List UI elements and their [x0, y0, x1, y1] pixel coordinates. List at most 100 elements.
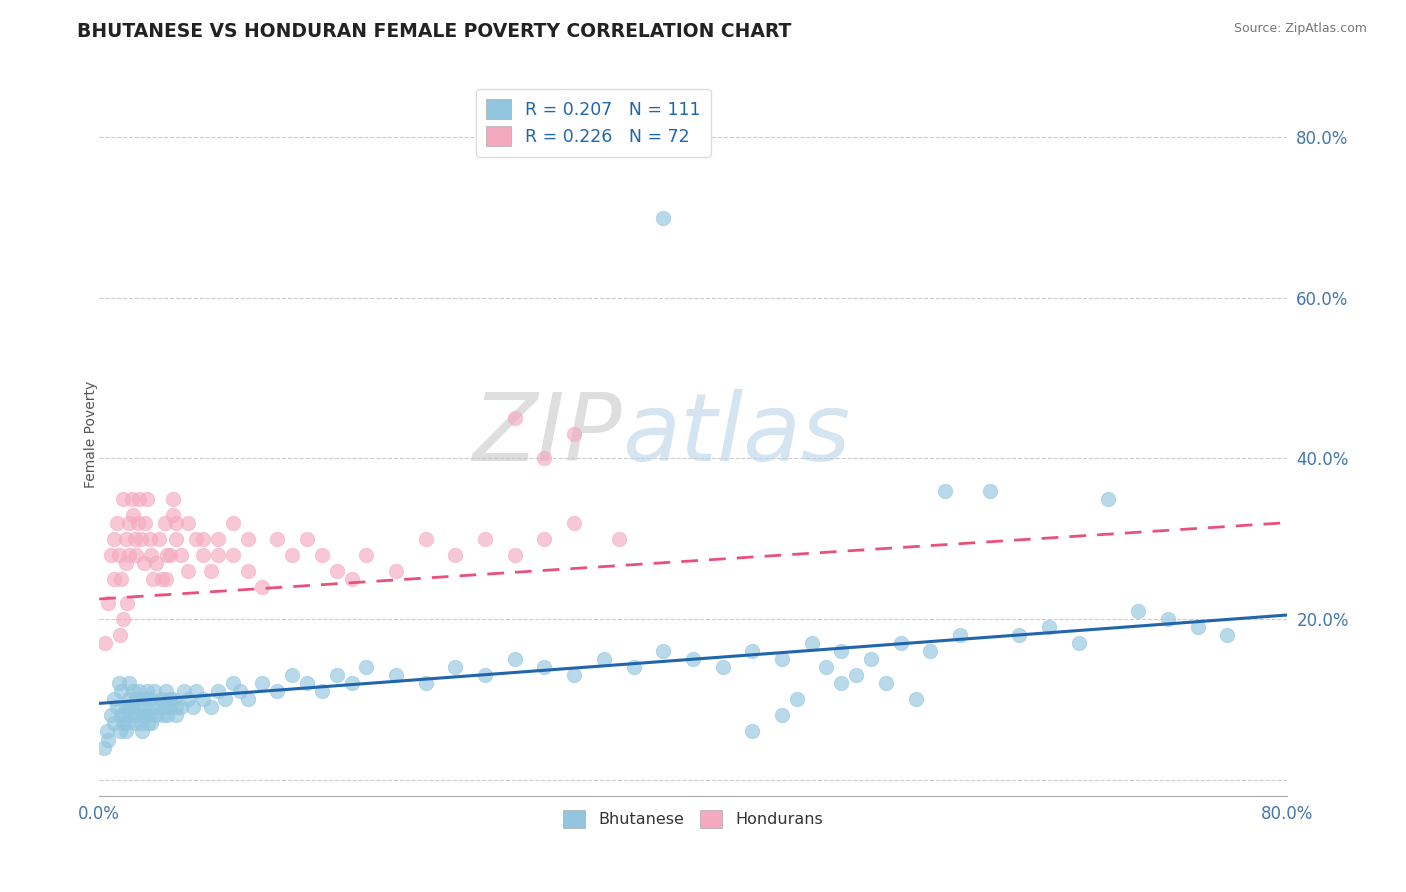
Point — [830, 644, 852, 658]
Point — [830, 676, 852, 690]
Point — [162, 491, 184, 506]
Point — [115, 724, 138, 739]
Point — [786, 692, 808, 706]
Point — [118, 516, 141, 530]
Point — [115, 532, 138, 546]
Point — [503, 411, 526, 425]
Point — [117, 596, 139, 610]
Point — [148, 700, 170, 714]
Point — [173, 684, 195, 698]
Point — [150, 572, 173, 586]
Point — [741, 724, 763, 739]
Text: ZIP: ZIP — [472, 389, 621, 480]
Point — [474, 532, 496, 546]
Point — [177, 516, 200, 530]
Point — [165, 708, 187, 723]
Point — [124, 716, 146, 731]
Point — [236, 692, 259, 706]
Point — [444, 548, 467, 562]
Point — [128, 684, 150, 698]
Point — [103, 572, 125, 586]
Point — [934, 483, 956, 498]
Point — [153, 700, 176, 714]
Point — [252, 676, 274, 690]
Text: Source: ZipAtlas.com: Source: ZipAtlas.com — [1233, 22, 1367, 36]
Point — [340, 676, 363, 690]
Point — [132, 556, 155, 570]
Point — [444, 660, 467, 674]
Point — [111, 716, 134, 731]
Point — [562, 516, 585, 530]
Point — [107, 676, 129, 690]
Point — [979, 483, 1001, 498]
Point — [129, 532, 152, 546]
Point — [170, 700, 193, 714]
Point — [1187, 620, 1209, 634]
Point — [607, 532, 630, 546]
Point — [145, 556, 167, 570]
Point — [155, 684, 177, 698]
Point — [1008, 628, 1031, 642]
Point — [96, 724, 118, 739]
Point — [127, 700, 149, 714]
Point — [138, 532, 160, 546]
Point — [385, 564, 408, 578]
Point — [148, 532, 170, 546]
Point — [295, 676, 318, 690]
Point — [503, 652, 526, 666]
Point — [170, 548, 193, 562]
Point — [115, 700, 138, 714]
Point — [128, 491, 150, 506]
Point — [127, 516, 149, 530]
Point — [114, 708, 136, 723]
Point — [949, 628, 972, 642]
Point — [118, 548, 141, 562]
Point — [177, 564, 200, 578]
Point — [93, 740, 115, 755]
Point — [108, 724, 131, 739]
Point — [815, 660, 838, 674]
Point — [229, 684, 252, 698]
Point — [356, 548, 378, 562]
Point — [110, 684, 132, 698]
Point — [155, 572, 177, 586]
Point — [191, 532, 214, 546]
Point — [920, 644, 942, 658]
Point — [623, 660, 645, 674]
Point — [295, 532, 318, 546]
Legend: Bhutanese, Hondurans: Bhutanese, Hondurans — [557, 804, 830, 835]
Point — [165, 516, 187, 530]
Point — [162, 692, 184, 706]
Point — [118, 708, 141, 723]
Point — [105, 516, 128, 530]
Point — [94, 636, 117, 650]
Point — [120, 700, 142, 714]
Point — [200, 564, 222, 578]
Point — [207, 548, 229, 562]
Point — [134, 708, 156, 723]
Point — [533, 660, 555, 674]
Point — [236, 532, 259, 546]
Point — [136, 708, 159, 723]
Point — [890, 636, 912, 650]
Point — [141, 548, 163, 562]
Point — [143, 684, 166, 698]
Text: BHUTANESE VS HONDURAN FEMALE POVERTY CORRELATION CHART: BHUTANESE VS HONDURAN FEMALE POVERTY COR… — [77, 22, 792, 41]
Point — [110, 708, 132, 723]
Point — [800, 636, 823, 650]
Point — [904, 692, 927, 706]
Point — [159, 548, 181, 562]
Point — [97, 732, 120, 747]
Point — [222, 516, 245, 530]
Point — [141, 716, 163, 731]
Point — [252, 580, 274, 594]
Point — [97, 596, 120, 610]
Point — [1067, 636, 1090, 650]
Point — [132, 692, 155, 706]
Point — [115, 556, 138, 570]
Point — [266, 532, 288, 546]
Point — [132, 708, 155, 723]
Point — [184, 532, 207, 546]
Point — [222, 676, 245, 690]
Point — [184, 684, 207, 698]
